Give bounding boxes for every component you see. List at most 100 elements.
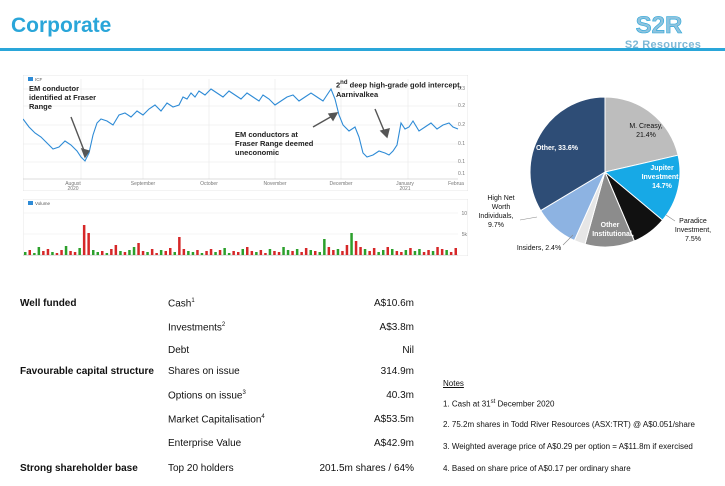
volume-bar [336,249,340,255]
volume-bar [327,247,331,255]
volume-bar [159,250,163,255]
row-item-market-cap: Market Capitalisation4 [168,414,265,426]
row-item-top20: Top 20 holders [168,463,234,474]
volume-bar [169,248,172,255]
volume-bar [332,250,335,255]
volume-legend: Volume [35,201,51,206]
row-item-cash: Cash1 [168,298,195,310]
row-value-market-cap: A$53.5m [373,414,414,425]
pie-label-jupiter: Jupiter [650,165,674,172]
pie-slice [603,154,681,221]
volume-bar [119,251,122,255]
volume-bar [28,250,31,255]
annotation-em-uneconomic: EM conductors at Fraser Range deemed une… [235,130,314,157]
notes-title: Notes [443,379,464,388]
volume-bar [123,252,127,255]
pie-label-creasy: M. Creasy, [629,123,662,130]
row-value-investments: A$3.8m [379,322,414,333]
volume-bar [200,253,204,255]
section-shareholder-base: Strong shareholder base [20,463,138,474]
volume-bar [114,245,118,255]
y-tick: 0.1 [458,159,465,165]
volume-bar [150,249,154,255]
volume-bar [400,252,403,255]
row-value-top20: 201.5m shares / 64% [319,463,415,474]
volume-bar [436,247,439,255]
pie-slice [604,96,679,173]
y-tick: 0.2 [458,103,465,109]
volume-bar [137,243,140,255]
volume-bar [382,250,385,255]
x-tick-august: August [65,181,81,187]
volume-bar [146,252,149,255]
volume-bar [304,248,308,255]
volume-bar [431,251,435,255]
volume-bar [264,253,267,255]
pie-label-hnw-2: Worth [492,204,511,211]
y-tick: 0.2 [458,122,465,128]
logo-wordmark: S2 Resources [624,39,702,51]
note-4: 4. Based on share price of A$0.17 per or… [443,464,631,473]
volume-bar [60,250,63,255]
volume-bar [173,252,176,255]
volume-bar [205,251,208,255]
x-tick-2020: 2020 [67,186,78,191]
volume-bar [218,250,222,255]
row-item-debt: Debt [168,345,190,356]
volume-bar [440,249,444,255]
volume-y-tick: 5k [462,232,468,238]
annotation-aarnivalkea: 2nd deep high-grade gold intercept, Aarn… [336,80,462,99]
pie-slice [529,96,606,212]
volume-bar [363,249,367,255]
volume-bar [350,233,353,255]
volume-bar [69,251,72,255]
shareholder-pie-chart: M. Creasy, 21.4% Jupiter Investment , 14… [478,96,711,252]
row-value-shares: 314.9m [380,366,414,377]
volume-bar [372,248,376,255]
row-value-debt: Nil [402,345,414,356]
volume-bar [24,252,27,255]
x-tick-2021: 2021 [399,186,410,191]
volume-bar [241,249,244,255]
y-tick: 0.1 [458,171,465,177]
section-capital-structure: Favourable capital structure [20,366,154,377]
row-item-enterprise-value: Enterprise Value [168,438,242,449]
volume-bar [209,249,213,255]
volume-bar [33,253,36,255]
volume-bar [427,250,430,255]
x-tick: September [131,181,156,187]
volume-bar [409,248,412,255]
volume-bar [386,247,389,255]
volume-bar [418,249,421,255]
volume-bar [37,247,41,255]
pie-value-creasy: 21.4% [636,132,656,139]
company-logo: S2R S2 Resources [612,12,714,52]
row-value-options: 40.3m [386,390,414,401]
volume-bar [323,239,326,255]
row-item-options: Options on issue3 [168,390,246,402]
volume-bar [391,249,394,255]
volume-bar [345,245,349,255]
volume-bar [354,241,358,255]
volume-bar [141,251,145,255]
pie-label-paradice: Paradice [679,218,707,225]
volume-bar [277,252,281,255]
section-well-funded: Well funded [20,298,77,309]
pie-value-jupiter: 14.7% [652,183,673,190]
volume-bar [268,249,272,255]
note-1: 1. Cash at 31st December 2020 [443,399,555,409]
pie-label-other-inst-2: Institutional, [592,231,634,238]
volume-bar [449,252,453,255]
volume-bar [246,247,249,255]
volume-bar [105,253,109,255]
volume-bar [286,250,290,255]
volume-bar [191,252,195,255]
row-value-cash: A$10.6m [373,298,414,309]
volume-bar [42,251,45,255]
volume-bar [237,252,240,255]
volume-bar [255,252,258,255]
volume-bar [282,247,285,255]
volume-bar [73,252,77,255]
volume-bar [178,237,181,255]
volume-bar [395,251,399,255]
